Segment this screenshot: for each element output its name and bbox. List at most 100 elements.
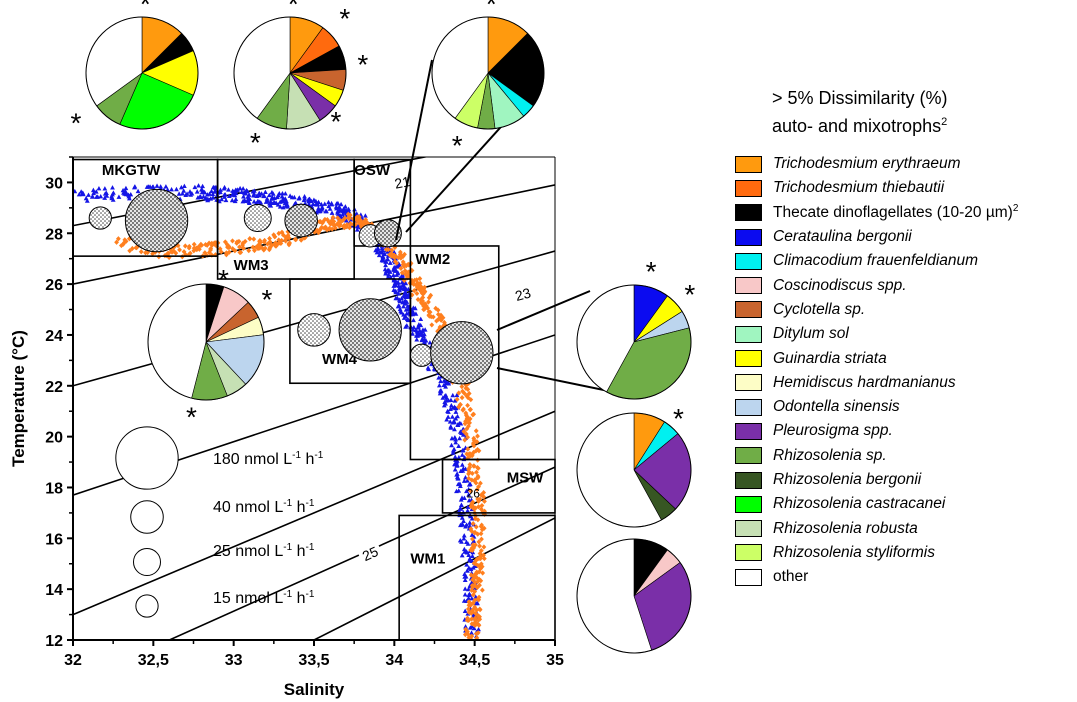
legend-label: Thecate dinoflagellates (10-20 µm)2 [773,203,1018,222]
scatter-point-triangle [111,190,116,194]
rate-circle [339,299,401,361]
legend-item: Rhizosolenia styliformis [735,541,1077,565]
scatter-point-triangle [283,191,288,195]
significance-star: * [250,127,261,158]
scatter-point-triangle [460,462,465,466]
legend-item: Odontella sinensis [735,395,1077,419]
legend-label-text: Rhizosolenia sp. [773,447,887,464]
scatter-point-triangle [470,554,475,558]
pie-chart-wm2: *** [577,256,695,434]
legend-label: Rhizosolenia castracanei [773,495,945,513]
size-legend-text: h [292,499,305,516]
size-legend-superscript: -1 [306,589,315,600]
y-tick-label: 12 [45,633,63,650]
water-mass-label: WM1 [410,551,445,568]
legend-label-text: other [773,568,808,585]
significance-star: * [452,130,463,161]
legend-swatch [735,204,762,221]
scatter-point-triangle [124,186,129,190]
size-legend-superscript: -1 [306,498,315,509]
legend-item: Cyclotella sp. [735,298,1077,322]
legend-label: Trichodesmium thiebautii [773,179,944,197]
legend-swatch [735,277,762,294]
size-legend-superscript: -1 [306,542,315,553]
scatter-point-triangle [110,185,115,189]
scatter-point-diamond [476,641,481,646]
legend-label: Pleurosigma spp. [773,422,893,440]
scatter-point-triangle [330,210,335,214]
legend-label-text: Guinardia striata [773,350,887,367]
legend-item: Ditylum sol [735,322,1077,346]
legend-item: Rhizosolenia castracanei [735,492,1077,516]
pie-chart-osw: ** [432,0,544,161]
scatter-point-triangle [418,317,423,321]
significance-star: * [330,106,341,137]
legend-label: Climacodium frauenfeldianum [773,252,978,270]
legend-label-text: Pleurosigma spp. [773,422,893,439]
legend-swatch [735,520,762,537]
legend-title-sup: 2 [941,116,947,128]
scatter-point-triangle [326,200,331,204]
y-tick-label: 24 [45,328,63,345]
scatter-point-diamond [177,247,182,252]
legend-label: Odontella sinensis [773,398,900,416]
scatter-point-triangle [200,184,205,188]
scatter-point-triangle [414,337,419,341]
legend-label: Rhizosolenia robusta [773,520,918,538]
legend-swatch [735,229,762,246]
size-legend-text: 15 nmol L [213,590,283,607]
significance-star: * [70,108,81,139]
rate-circle [89,207,111,229]
scatter-point-triangle [241,186,246,190]
y-tick-label: 28 [45,226,63,243]
legend-item: Trichodesmium erythraeum [735,152,1077,176]
pie-chart-msw [577,413,691,527]
significance-star: * [288,0,299,19]
scatter-point-triangle [117,195,122,199]
legend-title-line2-text: auto- and mixotrophs [772,116,941,136]
scatter-point-triangle [263,190,268,194]
y-axis-title: Temperature (°C) [9,330,28,467]
size-legend-superscript: -1 [314,450,323,461]
scatter-point-triangle [343,204,348,208]
pie-connector-line [396,60,432,240]
size-legend-text: h [292,543,305,560]
scatter-point-diamond [477,543,482,548]
y-tick-label: 26 [45,277,63,294]
water-mass-label: WM2 [415,251,450,268]
rate-circle [125,189,187,251]
pie-chart-wm3: * **** [234,0,368,158]
legend-swatch [735,180,762,197]
scatter-point-triangle [174,187,179,191]
size-legend-label: 15 nmol L-1 h-1 [213,589,315,607]
significance-star: * [357,49,368,80]
scatter-point-diamond [482,544,487,549]
x-tick-label: 33 [225,652,243,669]
rate-circle [244,205,271,232]
significance-star: * [140,0,151,19]
rate-circle [411,344,433,366]
legend-item: Thecate dinoflagellates (10-20 µm)2 [735,201,1077,225]
significance-star: * [261,284,272,315]
legend-swatch [735,301,762,318]
legend-swatch [735,350,762,367]
size-legend-text: 25 nmol L [213,543,283,560]
x-tick-label: 35 [546,652,564,669]
density-isoline [314,518,555,640]
significance-star: * [684,279,695,310]
scatter-point-triangle [97,186,102,190]
size-legend-label: 180 nmol L-1 h-1 [213,450,324,468]
scatter-point-triangle [169,187,174,191]
legend-label-text: Coscinodiscus spp. [773,277,907,294]
scatter-point-triangle [450,393,455,397]
legend-label-text: Hemidiscus hardmanianus [773,374,956,391]
legend-label-text: Odontella sinensis [773,398,900,415]
legend-swatch [735,496,762,513]
y-tick-label: 30 [45,175,63,192]
legend-item: other [735,565,1077,589]
legend-title: > 5% Dissimilarity (%) auto- and mixotro… [772,86,1032,138]
size-legend-text: 40 nmol L [213,499,283,516]
size-legend-text: 180 nmol L [213,451,292,468]
legend-item: Rhizosolenia sp. [735,444,1077,468]
legend-item: Cerataulina bergonii [735,225,1077,249]
